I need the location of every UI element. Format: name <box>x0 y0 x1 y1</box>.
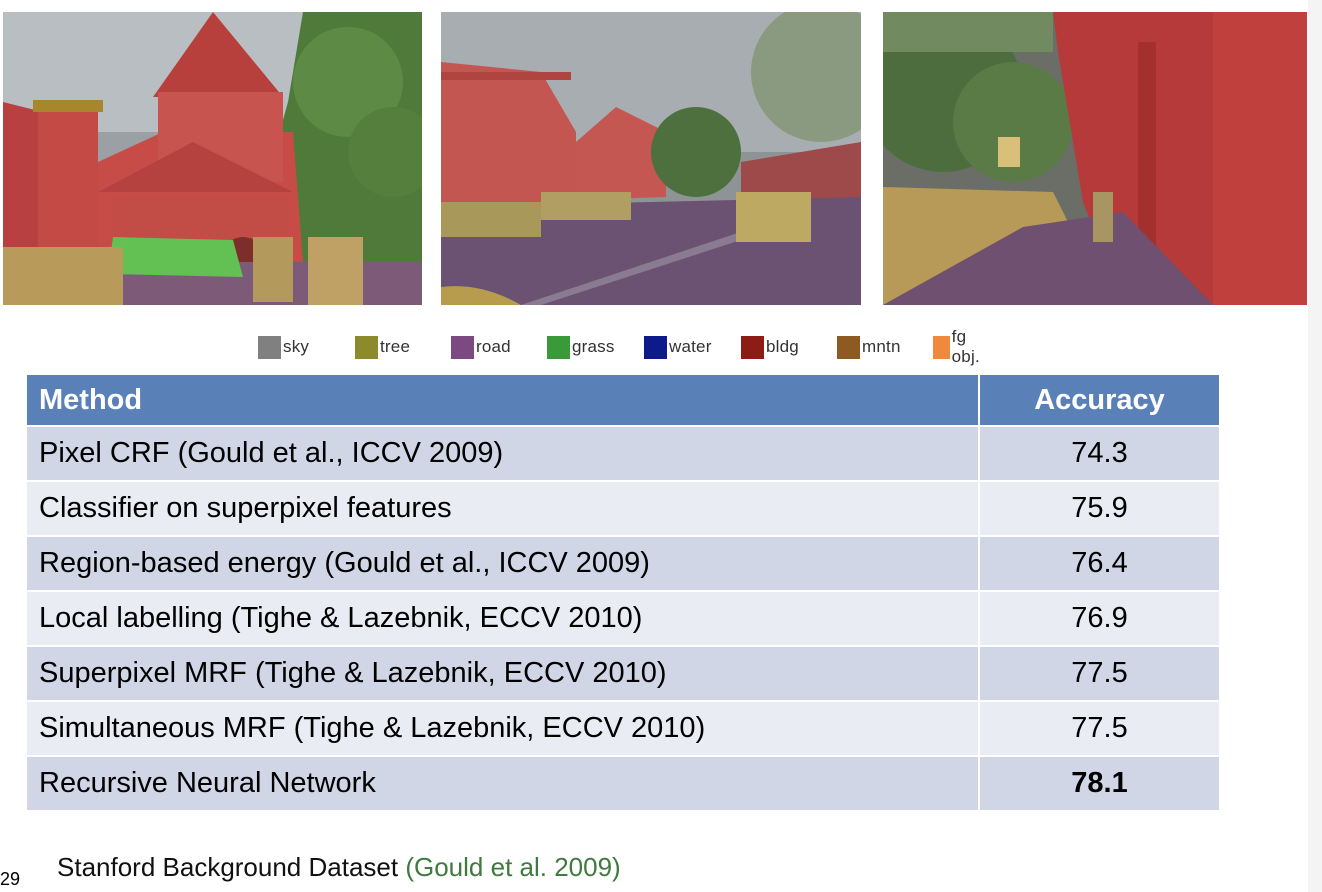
legend-label-water: water <box>669 337 712 356</box>
legend-swatch-road <box>451 335 474 359</box>
segmentation-image-street <box>441 12 861 305</box>
legend-label-grass: grass <box>572 337 615 356</box>
method-cell: Region-based energy (Gould et al., ICCV … <box>25 535 980 592</box>
method-cell: Classifier on superpixel features <box>25 480 980 537</box>
method-cell: Superpixel MRF (Tighe & Lazebnik, ECCV 2… <box>25 645 980 702</box>
legend-item-water: water <box>644 335 712 359</box>
accuracy-cell: 77.5 <box>978 645 1221 702</box>
caption-citation: (Gould et al. 2009) <box>405 852 621 882</box>
legend-label-road: road <box>476 337 511 356</box>
legend-swatch-sky <box>258 335 281 359</box>
method-cell: Pixel CRF (Gould et al., ICCV 2009) <box>25 425 980 482</box>
legend-item-grass: grass <box>547 335 615 359</box>
accuracy-cell-best: 78.1 <box>978 755 1221 812</box>
table-row: Local labelling (Tighe & Lazebnik, ECCV … <box>25 590 1221 647</box>
segmentation-image-sidewalk <box>883 12 1307 305</box>
method-cell: Local labelling (Tighe & Lazebnik, ECCV … <box>25 590 980 647</box>
column-header-accuracy: Accuracy <box>978 373 1221 427</box>
accuracy-cell: 74.3 <box>978 425 1221 482</box>
legend-item-road: road <box>451 335 511 359</box>
table-row-best: Recursive Neural Network 78.1 <box>25 755 1221 812</box>
legend-label-mntn: mntn <box>862 337 901 356</box>
table-row: Classifier on superpixel features 75.9 <box>25 480 1221 537</box>
legend-label-sky: sky <box>283 337 310 356</box>
legend-label-tree: tree <box>380 337 411 356</box>
legend-label-bldg: bldg <box>766 337 799 356</box>
table-row: Pixel CRF (Gould et al., ICCV 2009) 74.3 <box>25 425 1221 482</box>
accuracy-cell: 76.4 <box>978 535 1221 592</box>
accuracy-cell: 77.5 <box>978 700 1221 757</box>
legend-item-mntn: mntn <box>837 335 901 359</box>
caption-text: Stanford Background Dataset <box>57 852 399 882</box>
column-header-method: Method <box>25 373 980 427</box>
legend-item-sky: sky <box>258 335 309 359</box>
table-row: Simultaneous MRF (Tighe & Lazebnik, ECCV… <box>25 700 1221 757</box>
accuracy-cell: 76.9 <box>978 590 1221 647</box>
accuracy-cell: 75.9 <box>978 480 1221 537</box>
legend-swatch-water <box>644 335 667 359</box>
table-row: Superpixel MRF (Tighe & Lazebnik, ECCV 2… <box>25 645 1221 702</box>
slide-number: 29 <box>0 869 21 889</box>
legend-label-fg-obj: fg obj. <box>951 327 980 366</box>
legend-swatch-mntn <box>837 335 860 359</box>
legend-swatch-bldg <box>741 335 764 359</box>
dataset-caption: Stanford Background Dataset (Gould et al… <box>57 852 621 883</box>
results-table: Method Accuracy Pixel CRF (Gould et al.,… <box>25 373 1221 812</box>
legend-swatch-fg-obj <box>933 335 950 359</box>
method-cell: Simultaneous MRF (Tighe & Lazebnik, ECCV… <box>25 700 980 757</box>
table-header-row: Method Accuracy <box>25 373 1221 427</box>
table-row: Region-based energy (Gould et al., ICCV … <box>25 535 1221 592</box>
legend-item-tree: tree <box>355 335 410 359</box>
legend-swatch-tree <box>355 335 378 359</box>
legend-swatch-grass <box>547 335 570 359</box>
method-cell: Recursive Neural Network <box>25 755 980 812</box>
slide-edge <box>1308 0 1322 892</box>
legend-item-bldg: bldg <box>741 335 799 359</box>
segmentation-image-church <box>3 12 422 305</box>
legend-item-fg-obj: fg obj. <box>933 327 986 366</box>
